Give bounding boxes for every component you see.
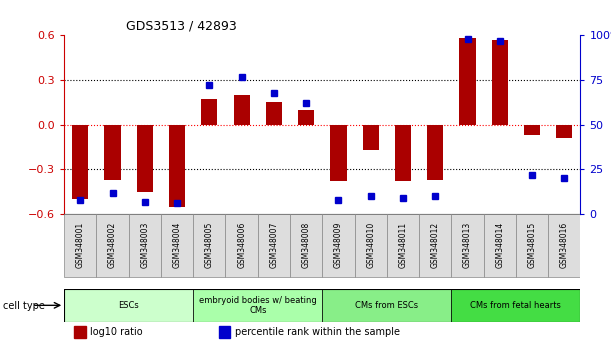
Text: ESCs: ESCs — [119, 301, 139, 310]
Bar — [137, 125, 153, 192]
FancyBboxPatch shape — [354, 214, 387, 278]
Text: CMs from ESCs: CMs from ESCs — [355, 301, 419, 310]
FancyBboxPatch shape — [64, 289, 193, 322]
Bar — [266, 102, 282, 125]
Text: GSM348002: GSM348002 — [108, 222, 117, 268]
Text: log10 ratio: log10 ratio — [90, 327, 142, 337]
FancyBboxPatch shape — [129, 214, 161, 278]
Text: GSM348010: GSM348010 — [366, 222, 375, 268]
Text: GSM348006: GSM348006 — [237, 222, 246, 268]
Text: GSM348011: GSM348011 — [398, 222, 408, 268]
Bar — [363, 125, 379, 150]
FancyBboxPatch shape — [323, 214, 354, 278]
Bar — [201, 99, 218, 125]
Text: GSM348005: GSM348005 — [205, 222, 214, 268]
FancyBboxPatch shape — [193, 214, 225, 278]
Bar — [395, 125, 411, 181]
Bar — [219, 326, 230, 338]
FancyBboxPatch shape — [64, 214, 97, 278]
Bar — [427, 125, 444, 180]
Bar — [169, 125, 185, 207]
Bar — [233, 95, 250, 125]
FancyBboxPatch shape — [161, 214, 193, 278]
Text: GSM348001: GSM348001 — [76, 222, 85, 268]
Bar — [298, 110, 314, 125]
FancyBboxPatch shape — [387, 214, 419, 278]
Bar — [459, 38, 475, 125]
Text: GSM348009: GSM348009 — [334, 222, 343, 268]
Bar — [492, 40, 508, 125]
Bar — [331, 125, 346, 181]
Bar — [104, 125, 120, 180]
Text: GSM348003: GSM348003 — [141, 222, 149, 268]
FancyBboxPatch shape — [97, 214, 129, 278]
FancyBboxPatch shape — [258, 214, 290, 278]
Text: GSM348013: GSM348013 — [463, 222, 472, 268]
Text: GSM348016: GSM348016 — [560, 222, 569, 268]
FancyBboxPatch shape — [484, 214, 516, 278]
Bar — [75, 326, 86, 338]
Text: GSM348004: GSM348004 — [172, 222, 181, 268]
FancyBboxPatch shape — [290, 214, 323, 278]
FancyBboxPatch shape — [323, 289, 452, 322]
Text: GSM348014: GSM348014 — [496, 222, 504, 268]
Bar — [524, 125, 540, 135]
FancyBboxPatch shape — [452, 214, 484, 278]
Bar — [556, 125, 573, 138]
Text: CMs from fetal hearts: CMs from fetal hearts — [470, 301, 562, 310]
Text: GSM348007: GSM348007 — [269, 222, 279, 268]
FancyBboxPatch shape — [516, 214, 548, 278]
Bar — [72, 125, 89, 199]
Text: GDS3513 / 42893: GDS3513 / 42893 — [126, 20, 237, 33]
Text: percentile rank within the sample: percentile rank within the sample — [235, 327, 400, 337]
FancyBboxPatch shape — [419, 214, 452, 278]
Text: embryoid bodies w/ beating
CMs: embryoid bodies w/ beating CMs — [199, 296, 316, 315]
FancyBboxPatch shape — [225, 214, 258, 278]
Text: GSM348015: GSM348015 — [527, 222, 536, 268]
Text: GSM348008: GSM348008 — [302, 222, 310, 268]
Text: GSM348012: GSM348012 — [431, 222, 440, 268]
FancyBboxPatch shape — [452, 289, 580, 322]
Text: cell type: cell type — [3, 301, 45, 311]
FancyBboxPatch shape — [548, 214, 580, 278]
FancyBboxPatch shape — [193, 289, 323, 322]
